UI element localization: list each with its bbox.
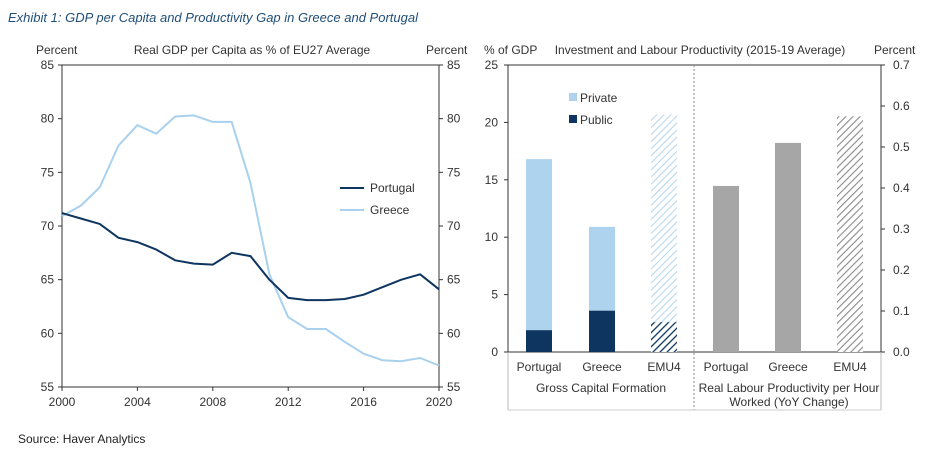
legend-private-label: Private [580, 91, 618, 105]
productivity-right-axis-label: Percent [874, 43, 916, 57]
gdp-x-tick-label: 2016 [350, 395, 377, 409]
gdp-legend: Portugal Greece [340, 181, 415, 217]
gdp-right-axis-label: Percent [426, 43, 468, 57]
legend-private-swatch [569, 93, 577, 101]
gdp-series-lines [61, 114, 440, 367]
gdp-y-tick-label-right: 65 [447, 273, 461, 287]
gdp-y-tick-label-right: 55 [447, 380, 461, 394]
gdp-x-tick-label: 2000 [49, 395, 76, 409]
invest-chart-title: Investment and Labour Productivity (2015… [555, 43, 846, 57]
productivity-bars [713, 116, 863, 352]
invest-y-tick-label: 25 [485, 58, 499, 72]
gdp-y-tick-label-left: 55 [41, 380, 55, 394]
investment-productivity-chart: Investment and Labour Productivity (2015… [484, 43, 916, 411]
gdp-x-ticks: 2000 2004 2008 2012 2016 2020 [49, 387, 453, 409]
gdp-y-tick-label-right: 80 [447, 112, 461, 126]
invest-y-tick-label: 10 [485, 230, 499, 244]
productivity-x-axis-label-line1: Real Labour Productivity per Hour [699, 381, 880, 395]
invest-x-tick-label: EMU4 [647, 360, 681, 374]
invest-plot-frame [507, 64, 882, 353]
legend-public-swatch [569, 115, 577, 123]
invest-y-tick-label: 20 [485, 115, 499, 129]
gdp-x-tick-label: 2020 [426, 395, 453, 409]
gdp-y-tick-label-left: 70 [41, 219, 55, 233]
productivity-x-tick-label: EMU4 [833, 360, 867, 374]
gdp-y-tick-label-right: 70 [447, 219, 461, 233]
gdp-y-tick-label-right: 85 [447, 58, 461, 72]
productivity-x-tick-label: Portugal [704, 360, 749, 374]
bar-public-portugal [526, 330, 552, 352]
gdp-chart-title: Real GDP per Capita as % of EU27 Average [134, 43, 371, 57]
source-note: Source: Haver Analytics [18, 432, 146, 446]
productivity-y-tick-label: 0.3 [893, 222, 910, 236]
bar-productivity-greece [775, 142, 801, 352]
invest-x-ticks: Portugal Greece EMU4 [517, 360, 681, 374]
gdp-y-tick-label-left: 65 [41, 273, 55, 287]
gdp-plot-frame [61, 64, 440, 388]
bar-private-greece [589, 226, 615, 311]
invest-bars [526, 114, 677, 352]
legend-greece-label: Greece [370, 203, 410, 217]
gdp-chart: Real GDP per Capita as % of EU27 Average… [36, 43, 468, 409]
exhibit-title: Exhibit 1: GDP per Capita and Productivi… [8, 10, 418, 25]
bar-productivity-portugal [713, 185, 739, 352]
gdp-y-tick-label-right: 75 [447, 165, 461, 179]
productivity-y-tick-label: 0.7 [893, 58, 910, 72]
productivity-y-tick-label: 0.0 [893, 345, 910, 359]
bar-private-portugal [526, 159, 552, 331]
gdp-left-axis-label: Percent [36, 43, 78, 57]
productivity-y-tick-label: 0.2 [893, 263, 910, 277]
gdp-y-tick-label-left: 60 [41, 326, 55, 340]
series-line-portugal [61, 212, 440, 302]
invest-y-tick-label: 0 [491, 345, 498, 359]
invest-x-tick-label: Greece [582, 360, 622, 374]
gdp-y-tick-label-left: 80 [41, 112, 55, 126]
gdp-y-ticks-left: 85 80 75 70 65 60 55 [41, 58, 62, 394]
invest-x-axis-label: Gross Capital Formation [536, 381, 666, 395]
gdp-y-tick-label-right: 60 [447, 326, 461, 340]
legend-public-label: Public [580, 113, 613, 127]
productivity-y-tick-label: 0.1 [893, 304, 910, 318]
bar-public-greece [589, 310, 615, 352]
gdp-y-tick-label-left: 85 [41, 58, 55, 72]
invest-y-ticks: 25 20 15 10 5 0 [485, 58, 508, 359]
gdp-x-tick-label: 2004 [124, 395, 151, 409]
productivity-y-ticks: 0.7 0.6 0.5 0.4 0.3 0.2 0.1 0.0 [881, 58, 910, 359]
bar-productivity-emu4 [837, 116, 863, 352]
bar-private-emu4 [651, 114, 677, 323]
gdp-y-ticks-right: 85 80 75 70 65 60 55 [439, 58, 461, 394]
productivity-y-tick-label: 0.5 [893, 140, 910, 154]
legend-portugal-label: Portugal [370, 181, 415, 195]
productivity-x-axis-label-line2: Worked (YoY Change) [729, 395, 848, 409]
productivity-x-tick-label: Greece [768, 360, 808, 374]
productivity-y-tick-label: 0.4 [893, 181, 910, 195]
invest-y-tick-label: 15 [485, 173, 499, 187]
invest-y-tick-label: 5 [491, 288, 498, 302]
productivity-y-tick-label: 0.6 [893, 99, 910, 113]
invest-x-tick-label: Portugal [517, 360, 562, 374]
invest-legend: Private Public [569, 91, 618, 127]
gdp-x-tick-label: 2012 [275, 395, 302, 409]
bar-public-emu4 [651, 322, 677, 352]
productivity-x-ticks: Portugal Greece EMU4 [704, 360, 867, 374]
gdp-x-tick-label: 2008 [199, 395, 226, 409]
gdp-y-tick-label-left: 75 [41, 165, 55, 179]
invest-left-axis-label: % of GDP [484, 43, 537, 57]
series-line-greece [61, 114, 440, 367]
